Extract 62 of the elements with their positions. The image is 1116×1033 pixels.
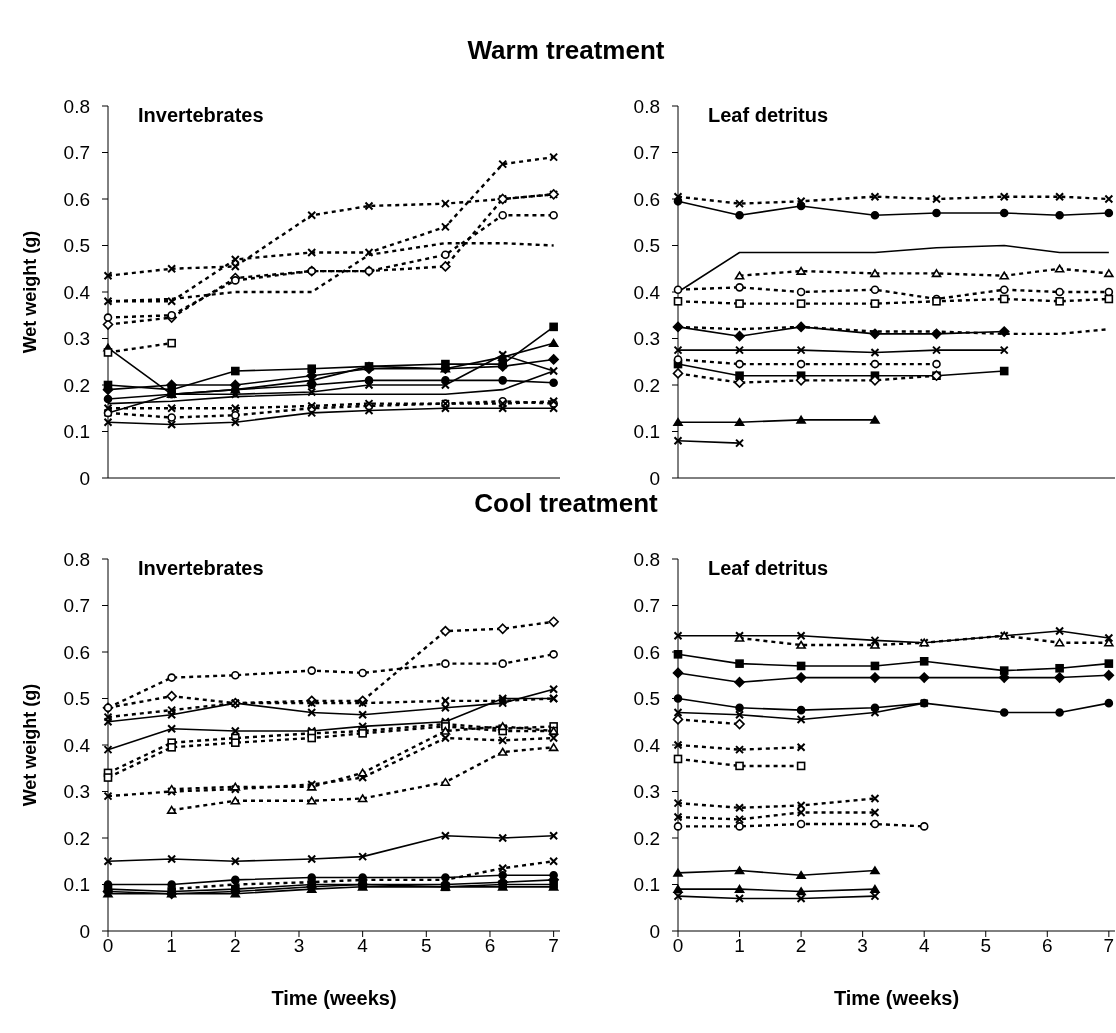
y-tick-label: 0.1 <box>633 874 660 896</box>
x-axis-title: Time (weeks) <box>833 987 960 1009</box>
y-tick-label: 0.7 <box>633 595 660 617</box>
text: Warm treatment <box>466 35 666 66</box>
x-tick-label: 4 <box>357 935 369 957</box>
x-tick-label: 3 <box>293 935 305 957</box>
x-tick-label: 4 <box>918 935 930 957</box>
x-tick-label: 5 <box>980 935 992 957</box>
y-tick-label: 0.4 <box>633 734 661 756</box>
y-tick-label: 0.4 <box>63 734 91 756</box>
chart-title: Leaf detritus <box>708 557 829 580</box>
y-tick-label: 0.6 <box>63 188 90 210</box>
x-tick-label: 2 <box>795 935 807 957</box>
y-tick-label: 0.4 <box>63 281 91 303</box>
y-axis-title: Wet weight (g) <box>20 230 41 354</box>
y-tick-label: 0.1 <box>63 874 90 896</box>
y-tick-label: 0 <box>649 467 660 489</box>
y-tick-label: 0.7 <box>63 142 90 164</box>
y-tick-label: 0.2 <box>63 374 90 396</box>
y-tick-label: 0.4 <box>633 281 661 303</box>
chart-title: Invertebrates <box>138 557 264 580</box>
x-tick-label: 5 <box>421 935 432 957</box>
y-tick-label: 0.2 <box>633 827 660 849</box>
y-tick-label: 0.8 <box>633 95 660 117</box>
y-tick-label: 0.5 <box>63 235 90 257</box>
x-tick-label: 2 <box>230 935 241 957</box>
x-tick-label: 3 <box>857 935 868 957</box>
y-tick-label: 0.1 <box>633 421 660 443</box>
x-tick-label: 1 <box>166 935 177 957</box>
x-tick-label: 0 <box>672 935 684 957</box>
chart-title: Invertebrates <box>138 104 264 127</box>
y-tick-label: 0.1 <box>63 421 90 443</box>
y-tick-label: 0.8 <box>63 548 90 570</box>
text: Cool treatment <box>473 488 659 519</box>
y-tick-label: 0 <box>649 920 660 942</box>
x-tick-label: 7 <box>548 935 559 957</box>
y-axis-title: Wet weight (g) <box>20 683 41 807</box>
y-tick-label: 0.6 <box>63 641 90 663</box>
y-tick-label: 0.3 <box>63 781 90 803</box>
x-tick-label: 1 <box>734 935 745 957</box>
y-tick-label: 0.5 <box>633 688 660 710</box>
y-tick-label: 0.3 <box>633 781 660 803</box>
y-tick-label: 0.7 <box>633 142 660 164</box>
y-tick-label: 0.3 <box>63 328 90 350</box>
y-tick-label: 0 <box>79 467 90 489</box>
x-tick-label: 6 <box>1042 935 1053 957</box>
x-tick-label: 7 <box>1103 935 1115 957</box>
y-tick-label: 0.5 <box>633 235 660 257</box>
y-tick-label: 0.8 <box>63 95 90 117</box>
y-tick-label: 0.6 <box>633 641 660 663</box>
y-tick-label: 0.5 <box>63 688 90 710</box>
x-axis-title: Time (weeks) <box>271 987 397 1009</box>
x-tick-label: 0 <box>102 935 114 957</box>
y-tick-label: 0.8 <box>633 548 660 570</box>
y-tick-label: 0.2 <box>633 374 660 396</box>
y-tick-label: 0.2 <box>63 827 90 849</box>
x-tick-label: 6 <box>484 935 496 957</box>
y-tick-label: 0 <box>79 920 90 942</box>
chart-title: Leaf detritus <box>708 104 829 127</box>
y-tick-label: 0.7 <box>63 595 90 617</box>
y-tick-label: 0.3 <box>633 328 660 350</box>
y-tick-label: 0.6 <box>633 188 660 210</box>
